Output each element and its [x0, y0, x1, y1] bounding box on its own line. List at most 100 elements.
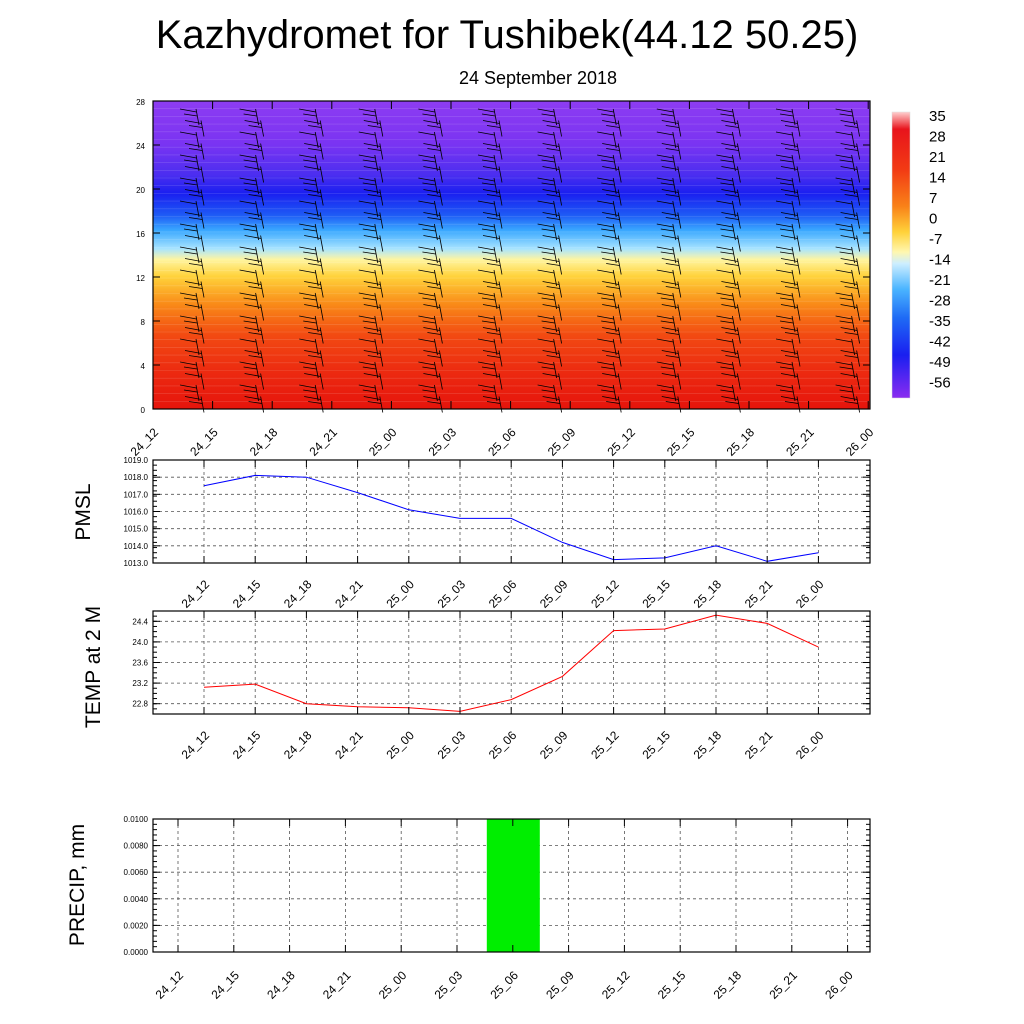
wind-barb [716, 246, 736, 264]
wind-barb [358, 315, 379, 333]
wind-barb [423, 304, 443, 321]
wind-barb [239, 200, 259, 218]
wind-barb [418, 315, 438, 333]
y-tick-label: 23.2 [132, 679, 148, 688]
x-tick-label: 24_12 [179, 728, 213, 762]
wind-barb [418, 154, 438, 172]
wind-barb [661, 143, 682, 160]
wind-barb [304, 373, 324, 390]
wind-barb [721, 143, 741, 160]
wind-barb [423, 120, 443, 137]
wind-barb [537, 131, 557, 149]
wind-barb [358, 108, 379, 126]
wind-barb [602, 120, 622, 137]
y-tick-label: 0 [141, 406, 146, 415]
wind-barb [721, 350, 741, 367]
y-tick-label: 1014.0 [124, 542, 149, 551]
wind-barb [304, 304, 324, 321]
wind-barbs [179, 108, 860, 413]
wind-barb [840, 327, 860, 344]
x-tick-label: 25_15 [655, 968, 689, 1002]
wind-barb [477, 154, 498, 172]
wind-barb [780, 258, 801, 275]
wind-barb [602, 258, 622, 275]
wind-barb [477, 384, 498, 402]
x-tick-label: 24_15 [208, 968, 242, 1002]
wind-barb [537, 338, 557, 356]
y-tick-label: 16 [136, 230, 145, 239]
wind-barb [840, 120, 860, 137]
colorbar-label: -7 [929, 231, 942, 248]
wind-barb [482, 235, 503, 252]
heatmap-y-ticks: 0 4 8 12 16 20 24 28 [136, 98, 145, 415]
colorbar-label: -49 [929, 354, 951, 371]
x-tick-label: 25_06 [486, 728, 520, 762]
wind-barb [244, 143, 264, 160]
wind-barb [477, 131, 498, 149]
wind-barb [775, 131, 796, 149]
wind-barb [835, 315, 855, 333]
wind-barb [299, 177, 319, 195]
wind-barb [780, 373, 801, 390]
wind-barb [304, 258, 324, 275]
precip-y-ticks: 0.0000 0.0020 0.0040 0.0060 0.0080 0.0100 [124, 815, 149, 957]
y-tick-label: 1013.0 [124, 559, 149, 568]
wind-barb [597, 200, 617, 218]
wind-barb [304, 143, 324, 160]
wind-barb [477, 177, 498, 195]
wind-barb [775, 108, 796, 126]
wind-barb [537, 315, 557, 333]
y-tick-label: 12 [136, 274, 145, 283]
wind-barb [716, 269, 736, 287]
x-tick-label: 24_21 [332, 577, 366, 611]
wind-barb [299, 384, 319, 402]
colorbar-label: 0 [929, 211, 937, 228]
wind-barb [179, 315, 200, 333]
wind-barb [542, 235, 562, 252]
wind-barb [775, 361, 796, 379]
colorbar-scale [891, 111, 911, 399]
heatmap-frame [152, 100, 871, 410]
chart-title: Kazhydromet for Tushibek(44.12 50.25) [156, 13, 859, 57]
wind-barb [775, 200, 796, 218]
temp-panel: TEMP at 2 M 22.823.223.624.024.4 24_12 24… [82, 606, 871, 762]
wind-barb [840, 143, 860, 160]
y-tick-label: 24.4 [132, 617, 148, 626]
precip-bar [486, 819, 540, 952]
wind-barb [721, 373, 741, 390]
wind-barb [418, 223, 438, 241]
wind-barb [299, 315, 319, 333]
wind-barb [780, 327, 801, 344]
y-tick-label: 1016.0 [124, 508, 149, 517]
wind-barb [184, 373, 205, 390]
wind-barb [840, 189, 860, 206]
wind-barb [602, 350, 622, 367]
wind-barb [363, 327, 384, 344]
wind-barb [304, 235, 324, 252]
y-tick-label: 0.0080 [124, 842, 149, 851]
wind-barb [721, 189, 741, 206]
wind-barb [716, 315, 736, 333]
wind-barb [775, 177, 796, 195]
x-tick-label: 26_00 [793, 728, 827, 762]
wind-barb [775, 384, 796, 402]
wind-barb [537, 154, 557, 172]
wind-barb [179, 108, 200, 126]
wind-barb [358, 154, 379, 172]
temp-ticks [153, 610, 870, 715]
wind-barb [835, 384, 855, 402]
wind-barb [840, 350, 860, 367]
precip-bars [486, 819, 540, 952]
wind-barb [363, 120, 384, 137]
wind-barb [239, 154, 259, 172]
y-tick-label: 0.0060 [124, 868, 149, 877]
wind-barb [179, 292, 200, 310]
wind-barb [661, 373, 682, 390]
wind-barb [477, 246, 498, 264]
wind-barb [775, 154, 796, 172]
wind-barb [482, 350, 503, 367]
wind-barb [239, 108, 259, 126]
wind-barb [542, 143, 562, 160]
x-tick-label: 24_18 [281, 577, 315, 611]
